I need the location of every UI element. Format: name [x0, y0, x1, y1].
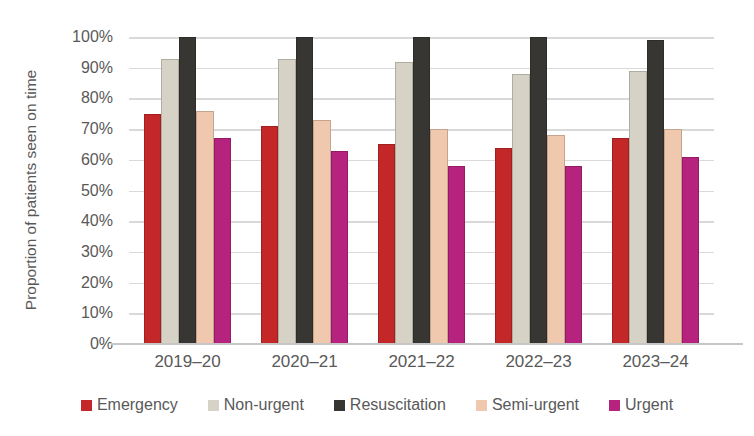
- y-tick-label: 70%: [81, 120, 113, 138]
- y-tick-label: 30%: [81, 243, 113, 261]
- bar-semi-urgent-2022–23: [547, 135, 565, 344]
- bar-non-urgent-2021–22: [395, 62, 413, 344]
- bar-resuscitation-2022–23: [530, 37, 548, 344]
- bar-emergency-2020–21: [261, 126, 279, 344]
- bar-group-2022–23: [480, 37, 597, 344]
- legend-label: Emergency: [97, 396, 178, 414]
- legend-swatch-icon: [334, 400, 345, 411]
- y-tick-label: 50%: [81, 182, 113, 200]
- y-tick-label: 40%: [81, 212, 113, 230]
- legend-label: Non-urgent: [224, 396, 304, 414]
- bar-urgent-2022–23: [565, 166, 583, 344]
- legend-swatch-icon: [208, 400, 219, 411]
- bar-semi-urgent-2021–22: [430, 129, 448, 344]
- legend-item-non-urgent: Non-urgent: [208, 396, 304, 414]
- bar-emergency-2019–20: [144, 114, 162, 344]
- bar-resuscitation-2021–22: [413, 37, 431, 344]
- y-tick-label: 10%: [81, 304, 113, 322]
- bar-emergency-2021–22: [378, 144, 396, 344]
- legend-item-emergency: Emergency: [81, 396, 178, 414]
- y-tick-label: 90%: [81, 59, 113, 77]
- legend-swatch-icon: [476, 400, 487, 411]
- bar-semi-urgent-2023–24: [664, 129, 682, 344]
- bar-group-2019–20: [129, 37, 246, 344]
- legend-item-resuscitation: Resuscitation: [334, 396, 446, 414]
- bar-resuscitation-2023–24: [647, 40, 665, 344]
- bar-urgent-2021–22: [448, 166, 466, 344]
- x-tick-label: 2019–20: [129, 352, 246, 372]
- legend-swatch-icon: [609, 400, 620, 411]
- bar-chart: Proportion of patients seen on time 0%10…: [0, 0, 754, 436]
- bar-semi-urgent-2020–21: [313, 120, 331, 344]
- bar-non-urgent-2019–20: [161, 59, 179, 345]
- bar-non-urgent-2022–23: [512, 74, 530, 344]
- bar-semi-urgent-2019–20: [196, 111, 214, 344]
- y-tick-label: 20%: [81, 274, 113, 292]
- bar-resuscitation-2020–21: [296, 37, 314, 344]
- bar-urgent-2023–24: [682, 157, 700, 344]
- bar-emergency-2023–24: [612, 138, 630, 344]
- y-axis-tick-labels: 0%10%20%30%40%50%60%70%80%90%100%: [0, 37, 113, 344]
- y-tick-label: 0%: [90, 335, 113, 353]
- bar-group-2023–24: [597, 37, 714, 344]
- x-tick-label: 2020–21: [246, 352, 363, 372]
- x-tick-label: 2022–23: [480, 352, 597, 372]
- y-tick-label: 60%: [81, 151, 113, 169]
- legend-item-urgent: Urgent: [609, 396, 673, 414]
- x-axis-labels: 2019–202020–212021–222022–232023–24: [129, 352, 714, 372]
- legend-label: Semi-urgent: [492, 396, 579, 414]
- x-tick-label: 2021–22: [363, 352, 480, 372]
- bar-emergency-2022–23: [495, 148, 513, 344]
- bar-non-urgent-2020–21: [278, 59, 296, 345]
- legend-label: Resuscitation: [350, 396, 446, 414]
- y-tick-label: 80%: [81, 89, 113, 107]
- x-axis-line: [111, 343, 743, 345]
- bar-urgent-2019–20: [214, 138, 232, 344]
- bar-group-2020–21: [246, 37, 363, 344]
- legend-swatch-icon: [81, 400, 92, 411]
- legend: Emergency Non-urgent Resuscitation Semi-urg…: [0, 396, 754, 414]
- y-tick-label: 100%: [72, 28, 113, 46]
- bar-resuscitation-2019–20: [179, 37, 197, 344]
- plot-area: [129, 37, 714, 344]
- legend-label: Urgent: [625, 396, 673, 414]
- bar-group-2021–22: [363, 37, 480, 344]
- bar-urgent-2020–21: [331, 151, 349, 344]
- x-tick-label: 2023–24: [597, 352, 714, 372]
- legend-item-semi-urgent: Semi-urgent: [476, 396, 579, 414]
- bar-non-urgent-2023–24: [629, 71, 647, 344]
